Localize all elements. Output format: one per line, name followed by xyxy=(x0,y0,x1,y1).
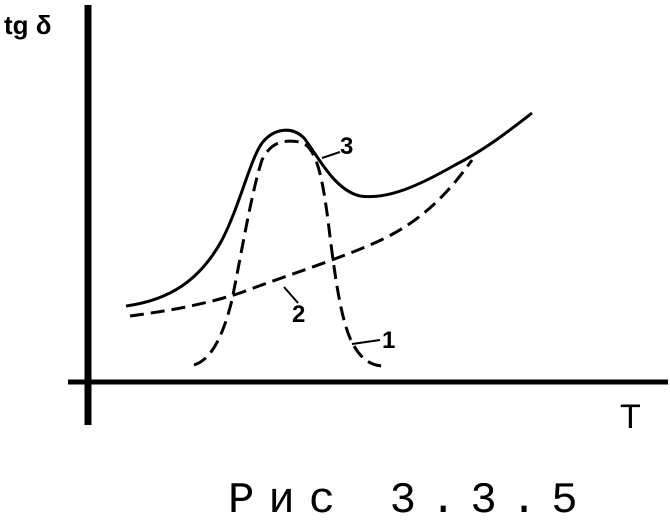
figure-caption: Рис 3.3.5 xyxy=(228,476,592,520)
y-axis-label: tg δ xyxy=(4,10,52,40)
x-axis-label: T xyxy=(620,398,641,436)
curve-3-label: 3 xyxy=(340,133,353,160)
curve-2-dashed-baseline xyxy=(129,159,474,318)
curve-2-leader xyxy=(283,286,299,304)
curve-1-label: 1 xyxy=(382,327,395,354)
curve-3-solid-sum xyxy=(125,111,533,308)
curve-2-label: 2 xyxy=(292,301,305,328)
curve-1-dashed-peak xyxy=(193,139,383,368)
curve-3-leader xyxy=(321,151,341,159)
curve-1-leader xyxy=(351,339,381,345)
